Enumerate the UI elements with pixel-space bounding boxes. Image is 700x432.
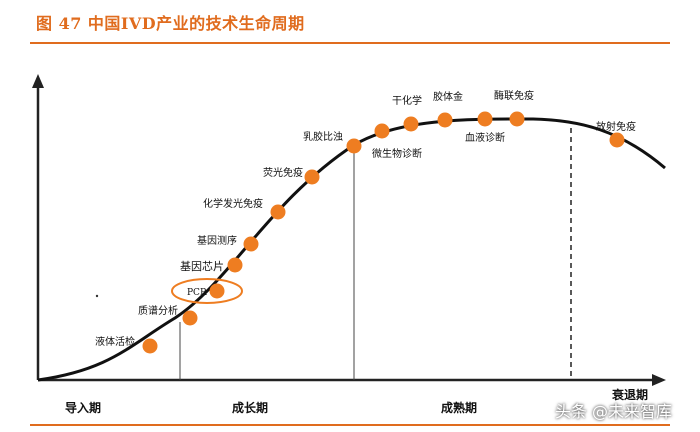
watermark: 头条 @未来智库 — [554, 402, 672, 421]
dot-elisa — [509, 111, 525, 127]
stage-dividers — [179, 128, 572, 380]
bottom-rule — [30, 424, 670, 426]
label-latex-turbidimetry: 乳胶比浊 — [303, 130, 343, 143]
label-blood-diagnosis: 血液诊断 — [465, 131, 505, 144]
label-chemiluminescence: 化学发光免疫 — [203, 197, 263, 210]
stage-label-introduction: 导入期 — [65, 400, 101, 415]
label-microbiology: 微生物诊断 — [372, 147, 422, 160]
dot-blood-diagnosis — [477, 111, 493, 127]
figure-header: 图 47 中国IVD产业的技术生命周期 — [0, 0, 700, 44]
label-mass-spec: 质谱分析 — [138, 304, 178, 317]
dot-latex-turbidimetry — [346, 138, 362, 154]
stage-label-growth: 成长期 — [232, 400, 268, 415]
dot-dry-chemistry — [403, 116, 419, 132]
dot-liquid-biopsy — [142, 338, 158, 354]
dot-chemiluminescence — [270, 204, 286, 220]
pcr-highlight-ellipse — [171, 278, 243, 304]
title-rule — [30, 42, 670, 44]
stage-label-maturity: 成熟期 — [441, 400, 477, 415]
dot-mass-spec — [182, 310, 198, 326]
stage-label-decline: 衰退期 — [611, 387, 648, 402]
figure-title: 图 47 中国IVD产业的技术生命周期 — [36, 14, 305, 33]
label-colloidal-gold: 胶体金 — [433, 90, 463, 103]
label-radioimmunoassay: 放射免疫 — [596, 120, 636, 133]
label-fluorescence: 荧光免疫 — [263, 166, 303, 179]
axes — [32, 74, 666, 386]
dot-microbiology — [374, 123, 390, 139]
dot-radioimmunoassay — [609, 132, 625, 148]
lifecycle-curve — [37, 117, 666, 382]
technology-labels: 液体活检 质谱分析 PCR 基因芯片 基因测序 化学发光免疫 荧光免疫 乳胶比浊… — [95, 89, 636, 348]
technology-dots — [142, 111, 625, 354]
label-gene-chip: 基因芯片 — [180, 259, 224, 273]
stray-dot — [95, 294, 99, 298]
dot-colloidal-gold — [437, 112, 453, 128]
label-pcr: PCR — [187, 288, 207, 298]
label-dry-chemistry: 干化学 — [392, 94, 422, 107]
dot-gene-sequencing — [243, 236, 259, 252]
stage-labels: 导入期 成长期 成熟期 衰退期 — [65, 387, 648, 415]
y-axis-arrow — [32, 74, 44, 88]
label-elisa: 酶联免疫 — [494, 89, 534, 102]
label-liquid-biopsy: 液体活检 — [95, 335, 135, 348]
label-gene-sequencing: 基因测序 — [197, 234, 237, 247]
dot-fluorescence — [304, 169, 320, 185]
x-axis-arrow — [652, 374, 666, 386]
dot-gene-chip — [227, 257, 243, 273]
dot-pcr — [209, 283, 225, 299]
